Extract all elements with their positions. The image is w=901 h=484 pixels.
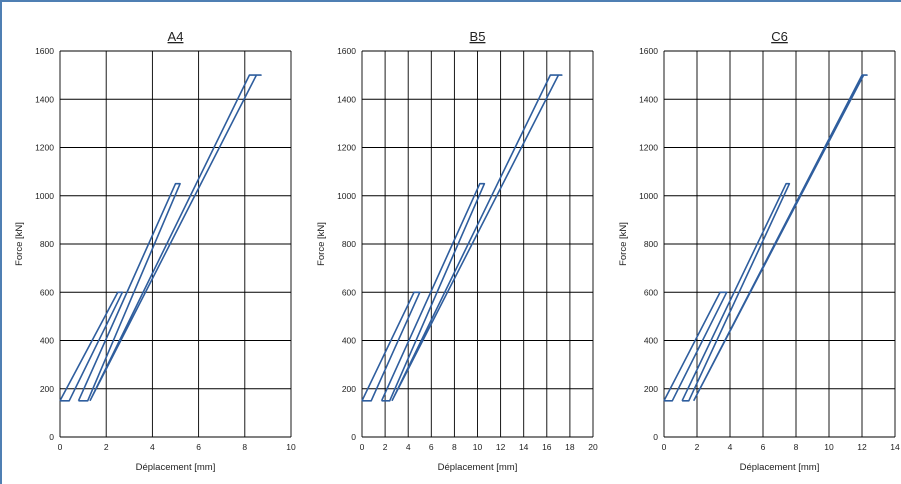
chart-title: A4 (168, 29, 184, 44)
x-tick-label: 0 (662, 442, 667, 452)
x-tick-label: 8 (794, 442, 799, 452)
series-line-2 (89, 74, 262, 402)
y-tick-label: 200 (342, 384, 356, 394)
y-tick-label: 0 (351, 432, 356, 442)
x-tick-label: 10 (286, 442, 296, 452)
y-tick-label: 600 (342, 287, 356, 297)
y-tick-label: 800 (342, 239, 356, 249)
x-tick-label: 8 (452, 442, 457, 452)
x-axis-label: Déplacement [mm] (136, 462, 216, 473)
x-tick-label: 4 (406, 442, 411, 452)
x-axis-label: Déplacement [mm] (438, 462, 518, 473)
y-tick-label: 1400 (337, 94, 356, 104)
y-axis-label: Force [kN] (316, 222, 327, 266)
x-tick-label: 6 (761, 442, 766, 452)
y-axis-label: Force [kN] (14, 222, 25, 266)
series-line-1 (681, 182, 791, 402)
x-tick-label: 18 (565, 442, 575, 452)
y-tick-label: 1400 (639, 94, 658, 104)
chart-1: 0 2 4 6 8 10 12 14 16 18 2002004006008001000120014… (316, 29, 598, 473)
y-tick-label: 800 (40, 239, 54, 249)
y-tick-label: 0 (653, 432, 658, 442)
x-tick-label: 10 (473, 442, 483, 452)
x-axis-label: Déplacement [mm] (740, 462, 820, 473)
x-tick-label: 2 (695, 442, 700, 452)
y-tick-label: 1600 (639, 46, 658, 56)
series-line-0 (59, 291, 124, 402)
x-tick-label: 10 (824, 442, 834, 452)
y-axis-label: Force [kN] (618, 222, 629, 266)
y-tick-label: 1000 (337, 191, 356, 201)
y-tick-label: 1600 (337, 46, 356, 56)
chart-2: 0 2 4 6 8 10 12 14 0 200 400 600 800 1000 1200 1400 1600… (618, 29, 900, 473)
series-line-2 (692, 74, 868, 402)
series-line-1 (380, 182, 486, 402)
y-tick-label: 200 (644, 384, 658, 394)
y-tick-label: 600 (644, 287, 658, 297)
x-tick-label: 0 (360, 442, 365, 452)
series-line-0 (663, 291, 728, 402)
x-tick-label: 4 (728, 442, 733, 452)
y-tick-label: 1600 (35, 46, 54, 56)
x-tick-label: 6 (429, 442, 434, 452)
x-tick-label: 16 (542, 442, 552, 452)
y-tick-label: 1400 (35, 94, 54, 104)
y-tick-label: 1200 (337, 143, 356, 153)
y-tick-label: 400 (40, 336, 54, 346)
y-tick-label: 1000 (639, 191, 658, 201)
y-tick-label: 1000 (35, 191, 54, 201)
y-tick-label: 200 (40, 384, 54, 394)
y-tick-label: 400 (342, 336, 356, 346)
series-line-2 (391, 74, 563, 402)
x-tick-label: 8 (242, 442, 247, 452)
x-tick-label: 14 (519, 442, 529, 452)
y-tick-label: 400 (644, 336, 658, 346)
x-tick-label: 14 (890, 442, 900, 452)
x-tick-label: 12 (496, 442, 506, 452)
x-tick-label: 20 (588, 442, 598, 452)
y-tick-label: 0 (49, 432, 54, 442)
series-line-0 (361, 291, 421, 402)
chart-title: B5 (470, 29, 486, 44)
x-tick-label: 12 (857, 442, 867, 452)
x-tick-label: 0 (58, 442, 63, 452)
chart-0: 0 2 4 6 8 10 0 200 400 600 800 1000 1200 1400 1600 A4 Dé… (14, 29, 296, 473)
y-tick-label: 1200 (639, 143, 658, 153)
x-tick-label: 2 (104, 442, 109, 452)
y-tick-label: 1200 (35, 143, 54, 153)
chart-title: C6 (771, 29, 788, 44)
x-tick-label: 6 (196, 442, 201, 452)
y-tick-label: 600 (40, 287, 54, 297)
x-tick-label: 2 (383, 442, 388, 452)
y-tick-label: 800 (644, 239, 658, 249)
series-line-1 (77, 182, 181, 402)
x-tick-label: 4 (150, 442, 155, 452)
